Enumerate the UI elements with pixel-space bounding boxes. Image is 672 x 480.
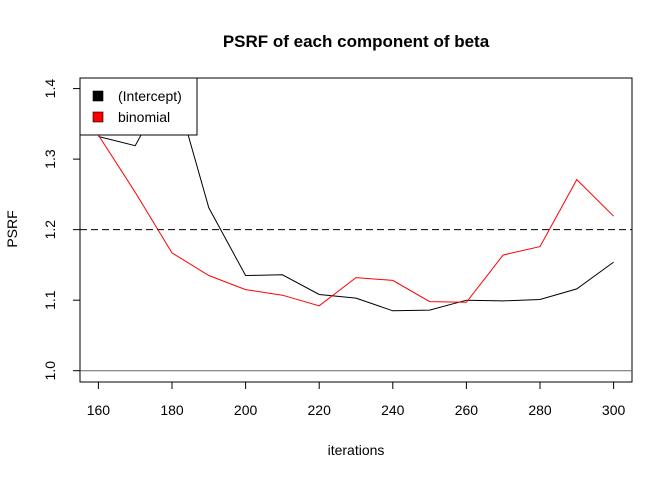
legend-label-binomial: binomial	[118, 109, 170, 125]
x-axis-label: iterations	[328, 442, 385, 458]
x-tick-label-2: 200	[234, 402, 258, 418]
reference-lines	[80, 229, 632, 372]
y-tick-label-2: 1.2	[42, 220, 58, 240]
series-line-1	[97, 134, 614, 307]
legend-box	[79, 77, 198, 136]
x-tick-label-5: 260	[455, 402, 479, 418]
x-tick-label-0: 160	[87, 402, 111, 418]
legend: (Intercept) binomial	[79, 77, 198, 136]
x-tick-label-1: 180	[160, 402, 184, 418]
legend-label-intercept: (Intercept)	[118, 88, 182, 104]
x-tick-label-4: 240	[381, 402, 405, 418]
x-tick-label-6: 280	[528, 402, 552, 418]
y-tick-label-1: 1.1	[42, 290, 58, 310]
y-axis: 1.0 1.1 1.2 1.3 1.4	[42, 79, 81, 381]
legend-swatch-intercept	[92, 90, 104, 102]
x-tick-label-7: 300	[602, 402, 626, 418]
y-axis-label: PSRF	[4, 210, 20, 247]
legend-swatch-binomial	[92, 111, 104, 123]
y-tick-label-3: 1.3	[42, 149, 58, 169]
x-axis: 160 180 200 220 240 260 280 300	[87, 381, 626, 418]
y-tick-label-0: 1.0	[42, 361, 58, 381]
chart-title: PSRF of each component of beta	[223, 32, 490, 51]
x-tick-label-3: 220	[308, 402, 332, 418]
y-tick-label-4: 1.4	[42, 79, 58, 99]
